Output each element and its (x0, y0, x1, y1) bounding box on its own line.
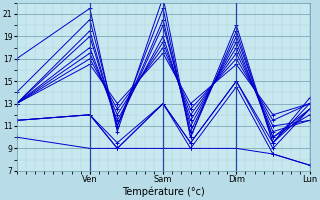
X-axis label: Température (°c): Température (°c) (122, 187, 204, 197)
